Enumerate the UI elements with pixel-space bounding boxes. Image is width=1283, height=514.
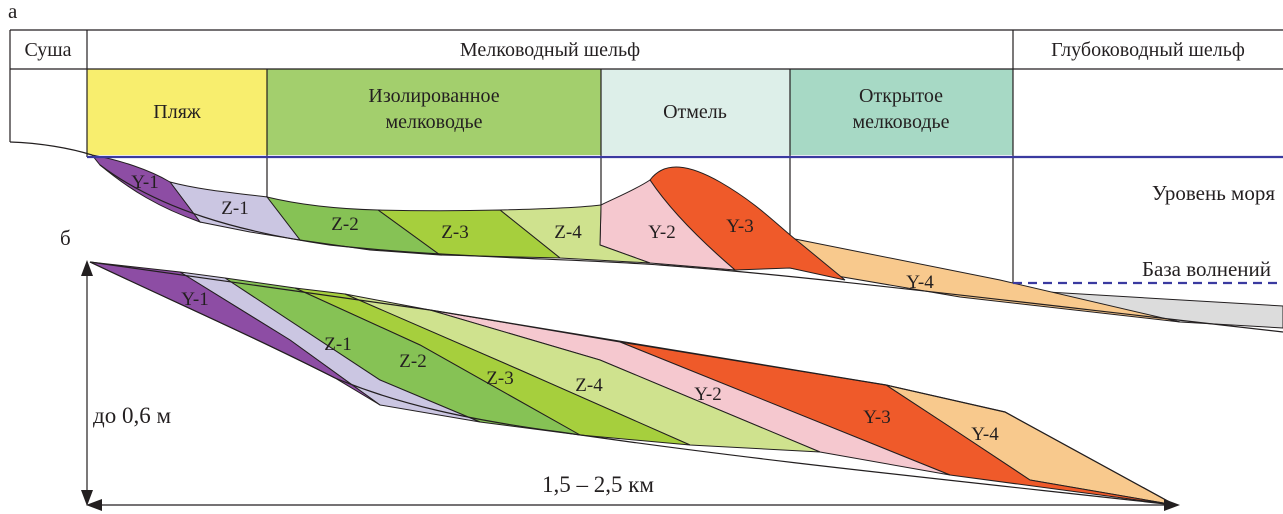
unit-a-Z4 — [498, 204, 651, 264]
wave-base-label: База волнений — [1142, 257, 1271, 281]
zone-open-shallow — [790, 69, 1013, 155]
zone-isolated-shallow — [267, 69, 601, 155]
header-shallow-shelf: Мелководный шельф — [460, 39, 640, 61]
label-b-Z4: Z-4 — [575, 375, 603, 396]
label-a-Y4: Y-4 — [906, 272, 934, 293]
zone-shoal-label: Отмель — [663, 101, 727, 123]
zone-isolated-label-2: мелководье — [385, 111, 482, 133]
label-b-Y2: Y-2 — [694, 384, 721, 405]
label-b-Z2: Z-2 — [399, 351, 426, 372]
label-a-Z4: Z-4 — [554, 222, 582, 243]
sea-level-label: Уровень моря — [1152, 181, 1275, 205]
panel-label-b: б — [60, 226, 71, 250]
unit-a-Y2 — [599, 179, 737, 271]
length-arrow — [86, 499, 1180, 511]
length-label: 1,5 – 2,5 км — [542, 472, 654, 497]
label-a-Y2: Y-2 — [648, 222, 675, 243]
zone-beach — [87, 69, 267, 155]
label-a-Z2: Z-2 — [331, 214, 358, 235]
label-b-Y4: Y-4 — [971, 424, 999, 445]
header-deep-shelf: Глубоководный шельф — [1051, 39, 1245, 61]
profile-b — [89, 261, 1176, 506]
zone-open-label-1: Открытое — [859, 85, 943, 107]
label-a-Z3: Z-3 — [441, 222, 468, 243]
profile-a — [90, 154, 1283, 333]
label-b-Z3: Z-3 — [486, 368, 513, 389]
header-land: Суша — [24, 39, 71, 61]
zone-beach-label: Пляж — [153, 101, 201, 123]
label-b-Y1: Y-1 — [181, 289, 208, 310]
label-a-Y3: Y-3 — [726, 216, 753, 237]
zone-isolated-label-1: Изолированное — [368, 85, 499, 107]
zone-open-label-2: мелководье — [852, 111, 949, 133]
label-a-Z1: Z-1 — [221, 198, 248, 219]
label-a-Y1: Y-1 — [131, 172, 158, 193]
thickness-arrow — [81, 260, 93, 506]
unit-a-Z2 — [265, 196, 442, 256]
panel-label-a: а — [8, 0, 18, 23]
zone-shoal — [601, 69, 790, 155]
label-b-Y3: Y-3 — [863, 407, 890, 428]
label-b-Z1: Z-1 — [324, 334, 351, 355]
thickness-label: до 0,6 м — [93, 403, 171, 428]
unit-a-Z3 — [376, 209, 562, 259]
